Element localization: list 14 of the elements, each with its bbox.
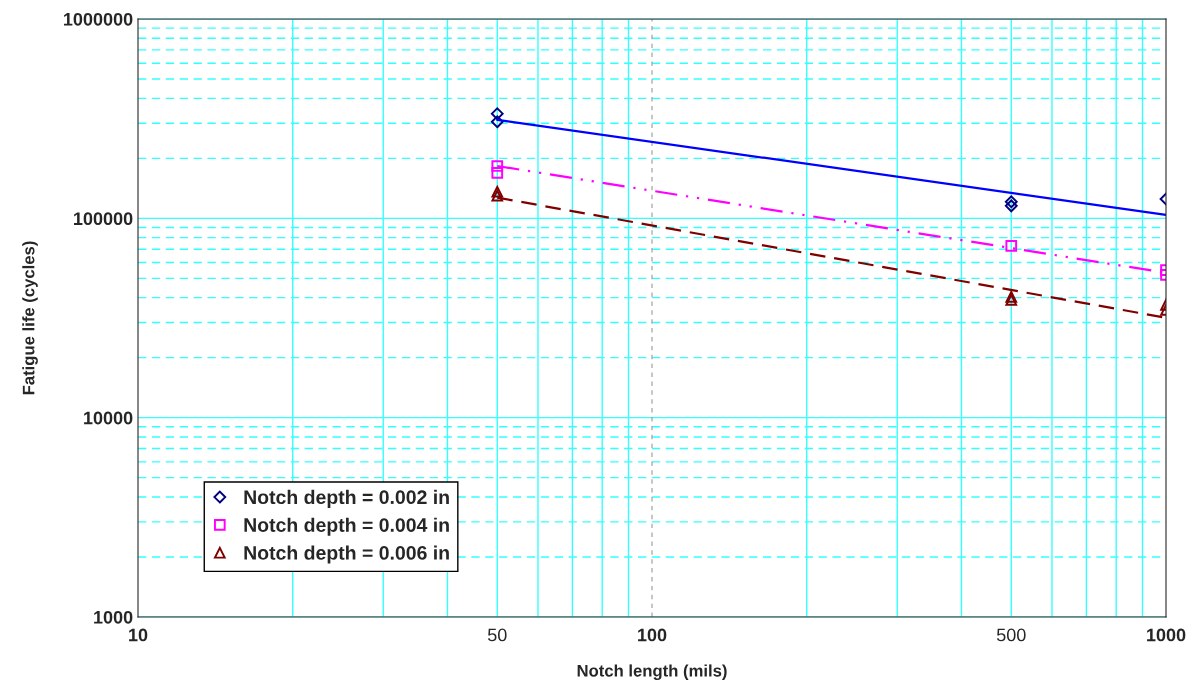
x-tick-label: 1000 [1147, 628, 1186, 642]
x-tick-label: 10 [129, 628, 148, 642]
x-tick-label: 100 [638, 628, 667, 642]
x-tick-label: 500 [996, 628, 1026, 642]
legend-label: Notch depth = 0.006 in [244, 545, 449, 564]
x-axis-title: Notch length (mils) [577, 664, 727, 680]
legend-label: Notch depth = 0.002 in [244, 489, 449, 508]
y-tick-label: 10000 [84, 411, 133, 425]
y-axis-title: Fatigue life (cycles) [22, 241, 38, 395]
y-tick-label: 100000 [74, 212, 133, 226]
x-tick-label: 50 [487, 628, 507, 642]
y-tick-label: 1000000 [63, 12, 133, 26]
legend-label: Notch depth = 0.004 in [244, 517, 449, 536]
y-tick-label: 1000 [94, 610, 133, 624]
